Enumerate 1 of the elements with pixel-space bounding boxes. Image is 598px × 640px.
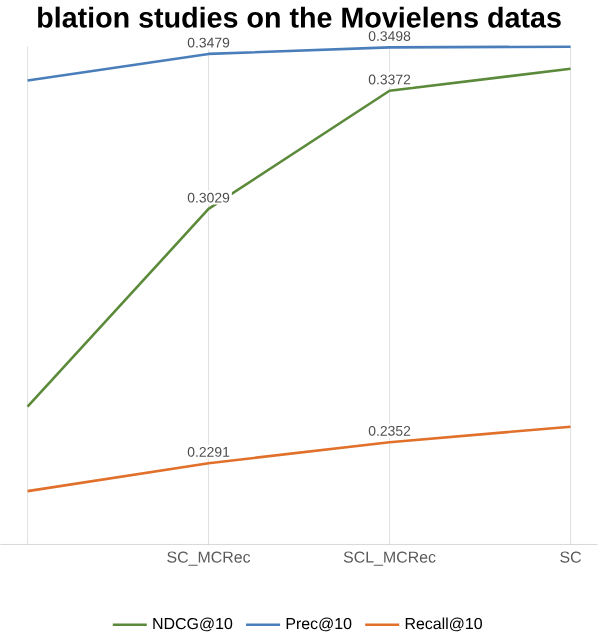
chart-title: blation studies on the Movielens datas [38,6,561,28]
